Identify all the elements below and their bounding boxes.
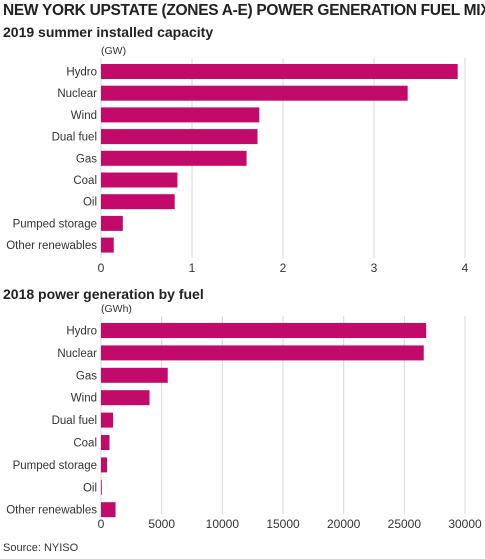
bar (101, 390, 150, 406)
category-label: Dual fuel (52, 132, 97, 144)
chart-title: NEW YORK UPSTATE (ZONES A-E) POWER GENER… (3, 2, 485, 19)
category-label: Wind (71, 393, 97, 405)
x-tick-label: 1 (189, 261, 196, 275)
x-tick-label: 15000 (266, 517, 300, 531)
category-label: Pumped storage (13, 218, 97, 230)
bar (101, 172, 178, 188)
category-label: Nuclear (57, 348, 97, 360)
bar (101, 129, 258, 145)
category-label: Oil (83, 197, 97, 209)
category-label: Wind (71, 110, 97, 122)
bar (101, 345, 424, 361)
category-label: Other renewables (6, 505, 97, 517)
bar (101, 502, 116, 518)
bar (101, 435, 110, 450)
chart-2-title: 2018 power generation by fuel (3, 286, 204, 302)
category-label: Dual fuel (52, 415, 97, 427)
chart-1-title: 2019 summer installed capacity (3, 24, 214, 40)
category-label: Gas (76, 370, 97, 382)
capacity-bar-chart: (GW) 0 1 2 3 4 Hydro Nuclear Wind Dual fuel Gas Coa… (6, 45, 469, 275)
category-label: Hydro (66, 67, 97, 79)
unit-label: (GW) (101, 45, 126, 57)
x-tick-label: 0 (98, 261, 105, 275)
bar (101, 194, 175, 210)
x-tick-label: 5000 (148, 517, 175, 531)
unit-label: (GWh) (101, 303, 132, 315)
x-tick-label: 10000 (206, 517, 240, 531)
bar (101, 367, 168, 383)
bar (101, 323, 427, 338)
generation-bar-chart: (GWh) 0 5000 10000 15000 20000 25000 30000 Hydro… (6, 303, 482, 531)
category-label: Coal (73, 438, 97, 450)
x-tick-label: 0 (98, 517, 105, 531)
bar (101, 150, 247, 166)
bar (101, 85, 408, 101)
bar (101, 107, 260, 123)
x-tick-label: 3 (371, 261, 378, 275)
category-label: Gas (76, 153, 97, 165)
category-label: Other renewables (6, 240, 97, 252)
x-tick-label: 30000 (448, 517, 482, 531)
category-label: Oil (83, 482, 97, 494)
x-tick-label: 25000 (388, 517, 422, 531)
x-tick-label: 2 (280, 261, 287, 275)
x-tick-label: 4 (462, 261, 469, 275)
bar (101, 412, 114, 428)
category-label: Hydro (66, 326, 97, 338)
bar (101, 237, 114, 253)
bar (101, 215, 123, 231)
category-label: Pumped storage (13, 460, 97, 472)
x-tick-label: 20000 (327, 517, 361, 531)
bar (101, 64, 458, 79)
source-note: Source: NYISO (3, 542, 79, 554)
bar (101, 479, 102, 495)
category-label: Coal (73, 175, 97, 187)
category-label: Nuclear (57, 88, 97, 100)
bar (101, 457, 108, 473)
